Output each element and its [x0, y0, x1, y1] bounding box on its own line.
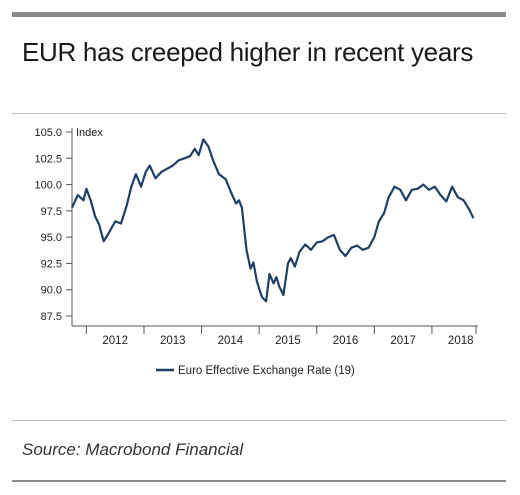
chart-title: EUR has creeped higher in recent years: [22, 37, 474, 67]
source-note: Source: Macrobond Financial: [22, 440, 244, 459]
y-tick-label: 95.0: [41, 232, 62, 244]
x-tick-label: 2016: [333, 335, 359, 347]
x-tick-label: 2012: [102, 335, 128, 347]
series-line: [71, 138, 475, 303]
y-tick-label: 92.5: [41, 258, 62, 270]
bottom-rule: [12, 480, 506, 482]
y-tick-label: 90.0: [41, 285, 62, 297]
y-tick-label: 100.0: [34, 180, 62, 192]
legend-label: Euro Effective Exchange Rate (19): [178, 365, 355, 377]
x-tick-label: 2013: [160, 335, 186, 347]
x-tick-label: 2014: [218, 335, 244, 347]
y-axis-label: Index: [76, 127, 103, 139]
y-tick-label: 105.0: [34, 127, 62, 139]
x-tick-label: 2017: [390, 335, 416, 347]
title-divider: [12, 113, 506, 114]
x-tick-label: 2018: [448, 335, 474, 347]
y-tick-label: 102.5: [34, 153, 62, 165]
chart-card: [12, 12, 506, 482]
x-tick-label: 2015: [275, 335, 301, 347]
y-tick-label: 97.5: [41, 206, 62, 218]
top-rule: [12, 12, 506, 17]
line-chart: 105.0 102.5 100.0 97.5 95.0 92.5 90.0 87.5 Index…: [34, 127, 478, 377]
y-tick-label: 87.5: [41, 311, 62, 323]
source-divider: [12, 420, 506, 421]
legend: Euro Effective Exchange Rate (19): [156, 365, 355, 377]
